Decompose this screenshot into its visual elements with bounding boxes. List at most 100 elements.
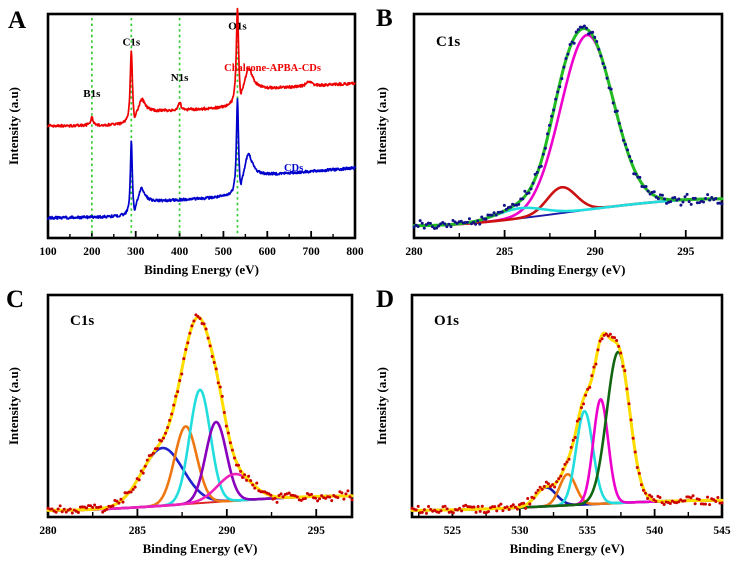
data-point [677,197,681,201]
x-tick-label: 400 [171,246,189,258]
data-point [85,506,89,510]
x-tick-label: 530 [511,525,528,537]
data-point [714,196,718,200]
data-point [149,453,153,457]
data-point [532,496,536,500]
data-point [544,480,548,484]
data-point [554,97,558,101]
data-point [502,203,506,207]
data-point [416,504,420,508]
data-point [433,508,437,512]
data-point [443,504,447,508]
plot-frame [46,293,354,519]
data-point [521,197,525,201]
data-point [595,39,599,43]
data-point [627,402,631,406]
data-point [182,357,186,361]
data-point [598,339,602,343]
data-point [619,129,623,133]
data-point [529,187,533,191]
data-point [58,504,62,508]
data-point [505,505,509,509]
data-point [540,487,544,491]
data-point [509,205,513,209]
data-point [269,493,273,497]
data-point [623,369,627,373]
y-axis-title: Intensity (a.u) [6,87,21,165]
data-point [662,502,666,506]
data-point [445,507,449,511]
data-point [245,478,249,482]
data-point [548,123,552,127]
data-point [117,501,121,505]
data-point [472,505,476,509]
data-point [115,499,119,503]
data-point [628,155,632,159]
data-point [600,337,604,341]
data-point [101,510,105,514]
data-point [641,488,645,492]
data-point [459,219,463,223]
data-point [517,202,521,206]
data-point [184,347,188,351]
data-point [429,507,433,511]
data-point [588,385,592,389]
data-point [712,498,716,502]
data-point [679,203,683,207]
data-point [121,500,125,504]
data-point [513,505,517,509]
data-point [599,54,603,58]
data-point [551,483,555,487]
x-tick-label: 100 [39,246,57,258]
data-point [646,496,650,500]
data-point [204,327,208,331]
data-point [611,101,615,105]
x-tick-label: 295 [677,246,695,258]
x-tick-label: 295 [308,525,326,537]
data-point [222,411,226,415]
data-point [129,490,133,494]
data-point [582,402,586,406]
data-point [626,148,630,152]
data-point [228,441,232,445]
data-point [702,200,706,204]
data-point [424,511,428,515]
data-point [253,486,257,490]
data-point [151,451,155,455]
data-point [501,509,505,513]
data-point [414,508,418,512]
fit-envelope [410,331,724,512]
data-point [212,360,216,364]
data-point [515,507,519,511]
data-point [241,476,245,480]
data-point [474,510,478,514]
data-point [451,218,455,222]
x-tick-label: 545 [713,525,731,537]
data-point [303,496,307,500]
data-point [536,488,540,492]
data-point [476,219,480,223]
data-point [422,508,426,512]
data-point [64,510,68,514]
data-point [178,379,182,383]
data-point [660,193,664,197]
data-point [230,448,234,452]
data-point [469,222,473,226]
data-point [465,220,469,224]
data-point [208,344,212,348]
y-axis-title: Intensity (a.u) [374,87,389,165]
data-point [214,367,218,371]
peak-label: N1s [171,72,189,84]
data-point [500,210,504,214]
data-point [143,464,147,468]
data-point [499,502,503,506]
data-point [606,334,610,338]
data-point [418,219,422,223]
plot-frame [410,293,724,519]
data-point [159,439,163,443]
data-point [346,489,350,493]
data-point [577,417,581,421]
data-point [336,496,340,500]
data-point [111,504,115,508]
data-point [62,507,66,511]
